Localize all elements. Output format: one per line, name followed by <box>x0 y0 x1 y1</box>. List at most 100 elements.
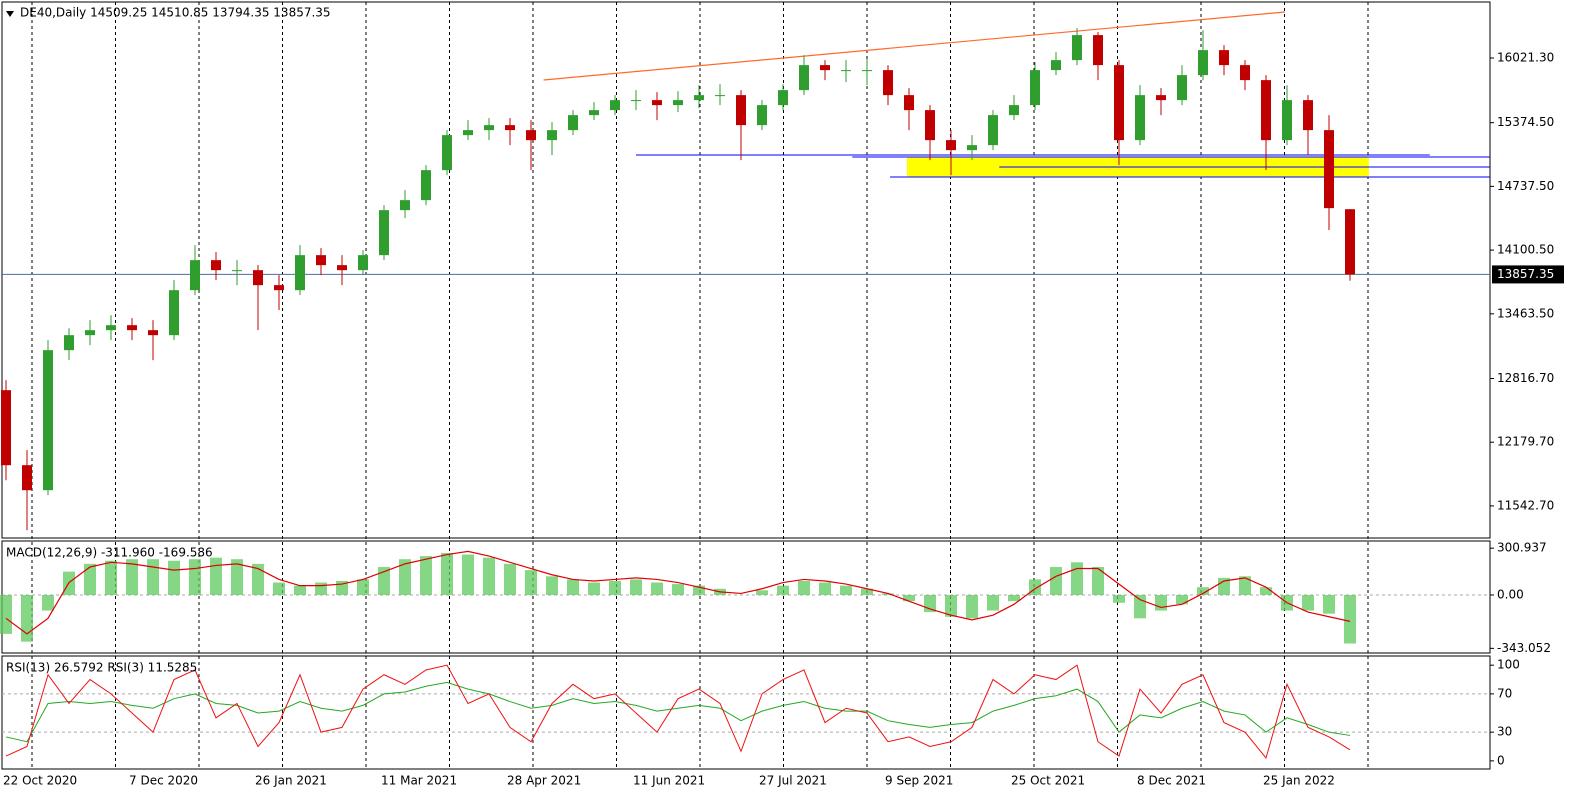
candle-body <box>379 210 389 256</box>
y-tick-label: 30 <box>1497 725 1512 739</box>
macd-bar <box>1197 587 1209 595</box>
candle-body <box>274 285 284 291</box>
macd-bar <box>315 582 327 595</box>
macd-bar <box>525 570 537 595</box>
macd-bar <box>1008 594 1020 602</box>
candle-body <box>1030 70 1040 106</box>
candle-body <box>1324 130 1334 209</box>
macd-bar <box>861 588 873 595</box>
x-tick-label: 22 Oct 2020 <box>3 774 77 788</box>
macd-bar <box>210 557 222 595</box>
candle-body <box>568 115 578 131</box>
candle-body <box>946 140 956 151</box>
macd-bar <box>567 579 579 595</box>
macd-bar <box>1155 594 1167 611</box>
macd-bar <box>882 593 894 595</box>
candle-body <box>904 95 914 111</box>
macd-bar <box>168 560 180 595</box>
macd-bar <box>441 552 453 595</box>
macd-bar <box>693 585 705 595</box>
x-tick-label: 11 Jun 2021 <box>633 774 705 788</box>
x-tick-label: 25 Oct 2021 <box>1011 774 1085 788</box>
macd-bar <box>1302 594 1314 611</box>
candle-body <box>253 270 263 286</box>
candle-body <box>673 100 683 106</box>
macd-bar <box>462 554 474 595</box>
candle-body <box>1303 100 1313 131</box>
candle-body <box>967 145 977 151</box>
macd-bar <box>1029 579 1041 595</box>
macd-bar <box>651 582 663 595</box>
macd-bar <box>756 590 768 595</box>
macd-bar <box>273 582 285 595</box>
candle-body <box>757 105 767 126</box>
macd-bar <box>0 594 12 634</box>
candle-body <box>400 200 410 211</box>
macd-bar <box>1344 594 1356 644</box>
y-tick-label: 12179.70 <box>1497 435 1554 449</box>
macd-bar <box>1050 566 1062 595</box>
y-tick-label: 0.00 <box>1497 587 1524 601</box>
macd-bar <box>672 584 684 595</box>
signal-line <box>5 550 1351 635</box>
y-tick-label: 300.937 <box>1497 541 1547 555</box>
macd-bar <box>903 594 915 602</box>
y-tick-label: 11542.70 <box>1497 498 1554 512</box>
macd-bar <box>1239 576 1251 595</box>
macd-bar <box>798 580 810 595</box>
macd-bar <box>1176 594 1188 605</box>
macd-bar <box>399 559 411 595</box>
macd-bar <box>1113 594 1125 603</box>
candle-body <box>148 330 158 336</box>
candle-body <box>925 110 935 141</box>
macd-bar <box>21 594 33 642</box>
candle-body <box>85 330 95 336</box>
x-tick-label: 8 Dec 2021 <box>1137 774 1206 788</box>
x-tick-label: 11 Mar 2021 <box>381 774 457 788</box>
candle-body <box>1240 65 1250 81</box>
price-label-box <box>1492 265 1564 284</box>
macd-bar <box>987 594 999 611</box>
price-panel <box>1 1 1491 539</box>
macd-bar <box>84 563 96 595</box>
macd-title: MACD(12,26,9) -311.960 -169.586 <box>6 546 213 560</box>
candle-body <box>421 170 431 201</box>
candle-body <box>1282 100 1292 141</box>
candle-body <box>1 390 11 466</box>
candle-body <box>1156 95 1166 101</box>
macd-bar <box>420 556 432 595</box>
candle-body <box>820 65 830 71</box>
candle-body <box>169 290 179 336</box>
candle-body <box>295 255 305 291</box>
candle-body <box>883 70 893 96</box>
macd-bar <box>126 559 138 595</box>
candle-body <box>463 130 473 136</box>
candle-body <box>841 70 851 72</box>
macd-bar <box>105 560 117 595</box>
macd-bar <box>504 563 516 595</box>
candle-body <box>64 335 74 351</box>
x-tick-label: 7 Dec 2020 <box>129 774 198 788</box>
candle-body <box>484 125 494 131</box>
candle-body <box>631 100 641 102</box>
candle-body <box>526 130 536 141</box>
macd-bar <box>1071 562 1083 595</box>
candle-body <box>442 135 452 171</box>
macd-bar <box>483 557 495 595</box>
candle-body <box>1093 35 1103 66</box>
rsi-line <box>5 681 1351 743</box>
candle-body <box>337 265 347 271</box>
y-tick-label: 14737.50 <box>1497 179 1554 193</box>
candle-body <box>190 260 200 291</box>
macd-bar <box>1323 594 1335 614</box>
candle-body <box>1135 95 1145 141</box>
candle-body <box>1261 80 1271 141</box>
candle-body <box>127 325 137 331</box>
candle-body <box>1198 50 1208 76</box>
candle-body <box>1345 209 1355 275</box>
y-tick-label: 15374.50 <box>1497 115 1554 129</box>
macd-bar <box>546 576 558 595</box>
x-tick-label: 25 Jan 2022 <box>1263 774 1335 788</box>
candle-body <box>862 70 872 72</box>
macd-bar <box>588 582 600 595</box>
